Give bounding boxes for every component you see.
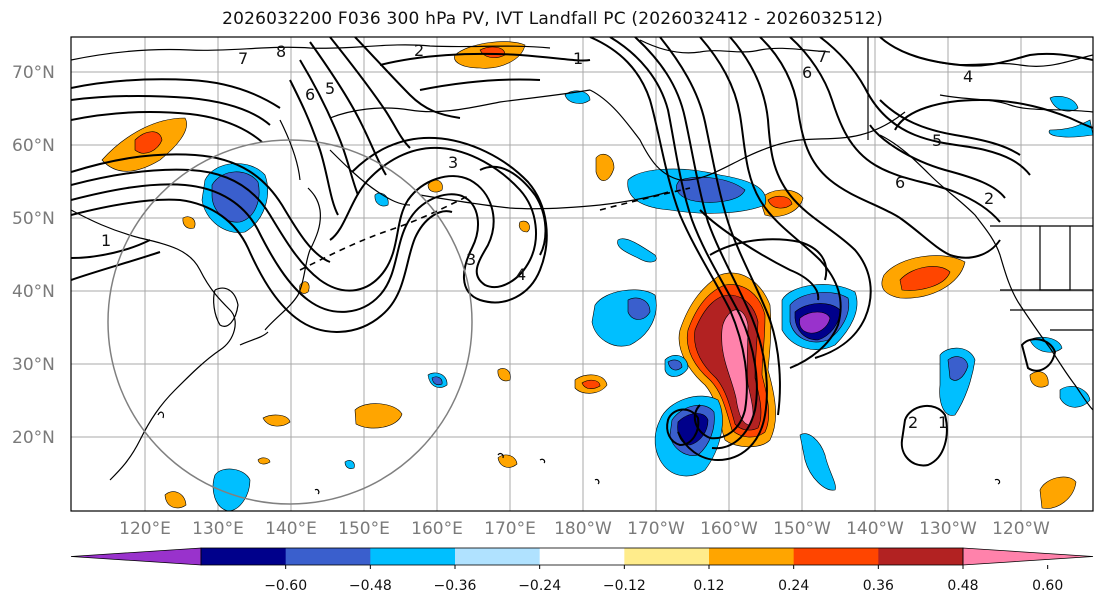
colorbar-tick-label: −0.60 — [264, 578, 307, 594]
pv-label-2c: 2 — [908, 413, 918, 432]
lat-label-30: 30°N — [12, 355, 55, 375]
lon-label-150e: 150°E — [338, 519, 390, 539]
pv-label-6a: 6 — [305, 85, 315, 104]
lon-label-170e: 170°E — [484, 519, 536, 539]
pv-label-4b: 4 — [963, 67, 973, 86]
pv-label-3b: 3 — [448, 153, 458, 172]
ivt-positive-shading — [101, 41, 1077, 509]
pv-label-8: 8 — [276, 42, 286, 61]
colorbar-cell — [793, 548, 879, 565]
pv-label-3a: 3 — [466, 250, 476, 269]
lat-label-40: 40°N — [12, 282, 55, 302]
lon-label-130e: 130°E — [192, 519, 244, 539]
map-title: 2026032200 F036 300 hPa PV, IVT Landfall… — [222, 9, 883, 29]
pv-label-4a: 4 — [516, 265, 526, 284]
colorbar-cell — [455, 548, 541, 565]
colorbar: −0.60 −0.48 −0.36 −0.24 −0.12 0.12 0.24 0.36 0.4… — [70, 547, 1094, 594]
lat-label-60: 60°N — [12, 136, 55, 156]
colorbar-extend-high — [962, 547, 1094, 566]
colorbar-cell — [878, 548, 964, 565]
colorbar-tick-label: −0.24 — [518, 578, 561, 594]
latitude-labels: 70°N 60°N 50°N 40°N 30°N 20°N — [12, 63, 55, 448]
lon-label-140w: 140°W — [846, 519, 904, 539]
colorbar-cells — [70, 547, 1094, 566]
colorbar-cell — [370, 548, 456, 565]
pv-label-7a: 7 — [238, 49, 248, 68]
pv-label-7b: 7 — [817, 47, 827, 66]
colorbar-tick-label: 0.12 — [693, 578, 724, 594]
colorbar-tick-label: 0.24 — [778, 578, 809, 594]
landfall-radius-circle — [107, 139, 473, 505]
pv-label-6b: 6 — [895, 173, 905, 192]
colorbar-tick-label: −0.48 — [349, 578, 392, 594]
colorbar-outline — [200, 547, 964, 566]
longitude-labels: 120°E 130°E 140°E 150°E 160°E 170°E 180°… — [119, 519, 1050, 539]
lat-label-20: 20°N — [12, 428, 55, 448]
lat-label-50: 50°N — [12, 209, 55, 229]
pv-label-5a: 5 — [325, 79, 335, 98]
pv-label-1b: 1 — [573, 49, 583, 68]
trough-axis-east — [599, 187, 691, 211]
lat-label-70: 70°N — [12, 63, 55, 83]
colorbar-cell — [201, 548, 287, 565]
colorbar-tick-label: 0.60 — [1032, 578, 1063, 594]
lon-label-130w: 130°W — [919, 519, 977, 539]
colorbar-cell — [624, 548, 710, 565]
lon-label-150w: 150°W — [773, 519, 831, 539]
colorbar-cell — [285, 548, 371, 565]
lon-label-170w: 170°W — [627, 519, 685, 539]
colorbar-tick-label: −0.36 — [434, 578, 477, 594]
lon-label-120w: 120°W — [992, 519, 1050, 539]
lon-label-140e: 140°E — [265, 519, 317, 539]
ivt-negative-shading — [201, 90, 1093, 511]
pv-label-5b: 5 — [932, 131, 942, 150]
pv-label-6c: 6 — [802, 63, 812, 82]
pv-label-1a: 1 — [101, 231, 111, 250]
colorbar-cell — [539, 548, 625, 565]
colorbar-tick-label: 0.36 — [863, 578, 894, 594]
colorbar-tick-label: −0.12 — [603, 578, 646, 594]
colorbar-cell — [709, 548, 795, 565]
pv-label-2a: 2 — [414, 41, 424, 60]
pv-label-1c: 1 — [938, 413, 948, 432]
graticule — [71, 37, 1093, 511]
colorbar-extend-low — [70, 547, 202, 566]
lon-label-120e: 120°E — [119, 519, 171, 539]
colorbar-tick-label: 0.48 — [947, 578, 978, 594]
lon-label-160w: 160°W — [700, 519, 758, 539]
pv-contours — [71, 37, 1093, 467]
lon-label-160e: 160°E — [411, 519, 463, 539]
pv-label-2b: 2 — [984, 189, 994, 208]
pv-contour-labels: 1 1 2 2 2 3 3 4 4 5 5 6 6 6 7 7 8 1 — [101, 41, 994, 432]
map-border — [70, 36, 1094, 512]
lon-label-180w: 180°W — [554, 519, 612, 539]
colorbar-ticks: −0.60 −0.48 −0.36 −0.24 −0.12 0.12 0.24 0.36 0.4… — [264, 565, 1063, 594]
